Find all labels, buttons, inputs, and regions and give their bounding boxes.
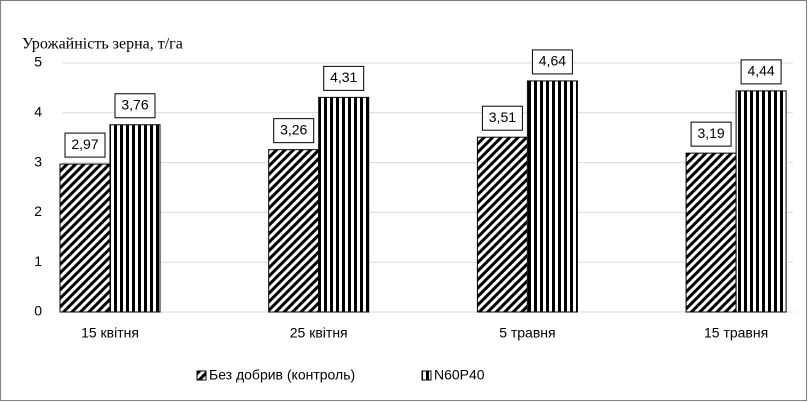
value-label-box bbox=[114, 93, 156, 119]
y-tick-label: 5 bbox=[34, 54, 42, 70]
value-label-box bbox=[273, 118, 315, 144]
legend-swatch bbox=[421, 370, 432, 381]
value-label-box bbox=[323, 65, 365, 91]
value-label-box bbox=[64, 132, 106, 158]
x-tick-label: 5 травня bbox=[499, 325, 555, 341]
bar bbox=[685, 152, 737, 313]
bar bbox=[526, 80, 578, 313]
y-tick-label: 1 bbox=[34, 253, 42, 269]
value-label-box bbox=[740, 59, 782, 85]
value-label: 3,19 bbox=[697, 125, 724, 141]
y-tick-label: 2 bbox=[34, 203, 42, 219]
value-label: 2,97 bbox=[71, 136, 98, 152]
bar bbox=[268, 149, 320, 313]
bar bbox=[735, 90, 787, 313]
y-tick-label: 4 bbox=[34, 104, 42, 120]
value-label: 3,51 bbox=[489, 109, 516, 125]
value-label-box bbox=[481, 105, 523, 131]
bar bbox=[318, 96, 370, 313]
legend-label: N60P40 bbox=[434, 367, 485, 383]
legend-label: Без добрив (контроль) bbox=[209, 367, 355, 383]
x-tick-label: 15 квітня bbox=[81, 325, 139, 341]
legend-swatch bbox=[196, 370, 207, 381]
value-label-box bbox=[531, 49, 573, 75]
y-tick-label: 0 bbox=[34, 303, 42, 319]
value-label: 4,31 bbox=[330, 69, 357, 85]
y-axis-label: Урожайність зерна, т/га bbox=[22, 36, 183, 53]
value-label-box bbox=[690, 121, 732, 147]
value-label: 4,44 bbox=[747, 63, 774, 79]
x-tick-label: 25 квітня bbox=[290, 325, 348, 341]
bar bbox=[476, 136, 528, 313]
value-label: 4,64 bbox=[539, 53, 566, 69]
value-label: 3,76 bbox=[121, 96, 148, 112]
x-tick-label: 15 травня bbox=[704, 325, 768, 341]
y-tick-label: 3 bbox=[34, 153, 42, 169]
bar bbox=[59, 163, 111, 313]
bar bbox=[109, 124, 161, 313]
value-label: 3,26 bbox=[280, 121, 307, 137]
